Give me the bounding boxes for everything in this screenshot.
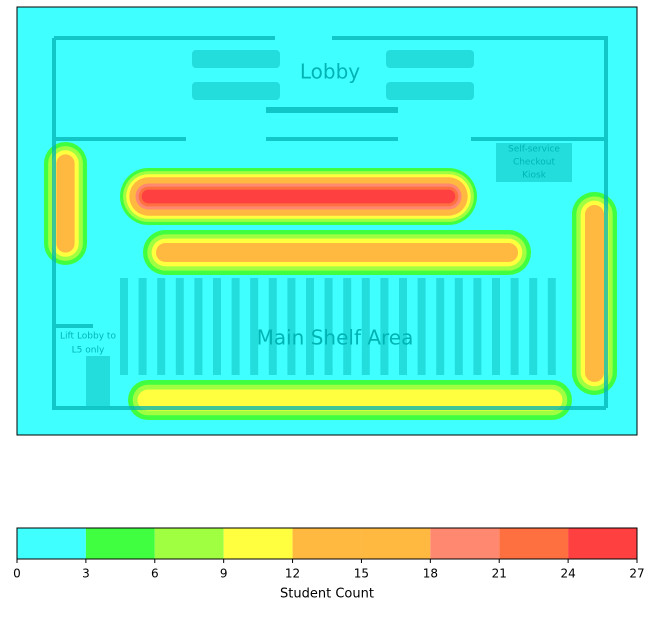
shelf bbox=[287, 278, 296, 375]
colorbar-band bbox=[568, 528, 637, 559]
heat-contour bbox=[56, 154, 75, 253]
shelf bbox=[343, 278, 352, 375]
shelf bbox=[306, 278, 314, 375]
colorbar-band bbox=[499, 528, 569, 559]
colorbar-band bbox=[154, 528, 224, 559]
shelf bbox=[231, 278, 240, 375]
tick-label: 6 bbox=[151, 567, 159, 581]
annotation: Lift Lobby to bbox=[60, 332, 116, 342]
shelf bbox=[324, 278, 333, 375]
tick-label: 3 bbox=[82, 567, 90, 581]
colorbar-frame bbox=[16, 527, 638, 560]
shelf bbox=[492, 278, 500, 375]
shelf bbox=[399, 278, 407, 375]
tick-label: 24 bbox=[560, 567, 575, 581]
annotation: Lobby bbox=[300, 60, 360, 84]
shelf bbox=[361, 278, 370, 375]
heat-contour bbox=[155, 242, 519, 263]
shelf bbox=[473, 278, 482, 375]
tick-label: 12 bbox=[285, 567, 300, 581]
shelf bbox=[454, 278, 463, 375]
colorbar-band bbox=[17, 528, 86, 559]
shelf bbox=[417, 278, 426, 375]
shelf bbox=[213, 278, 221, 375]
shelf bbox=[510, 278, 519, 375]
colorbar-label: Student Count bbox=[280, 587, 374, 602]
heat-contour bbox=[137, 389, 563, 411]
shelf bbox=[268, 278, 277, 375]
shelf bbox=[380, 278, 389, 375]
shelf bbox=[120, 278, 128, 375]
tick-label: 15 bbox=[354, 567, 369, 581]
annotation: Main Shelf Area bbox=[257, 326, 414, 350]
tick-label: 0 bbox=[13, 567, 21, 581]
annotation: Kiosk bbox=[522, 171, 547, 181]
shelf bbox=[250, 278, 259, 375]
tick-label: 18 bbox=[423, 567, 438, 581]
tick-label: 27 bbox=[629, 567, 644, 581]
shelf bbox=[194, 278, 203, 375]
heat-contour bbox=[141, 189, 456, 204]
heat-contour bbox=[584, 204, 605, 383]
colorbar-band bbox=[361, 528, 431, 559]
floor-plan bbox=[52, 36, 608, 410]
shelf bbox=[157, 278, 166, 375]
colorbar-band bbox=[430, 528, 500, 559]
annotation: Self-service bbox=[508, 145, 560, 155]
tick-label: 9 bbox=[220, 567, 228, 581]
colorbar-band bbox=[85, 528, 155, 559]
annotation: L5 only bbox=[72, 346, 105, 356]
colorbar-band bbox=[223, 528, 293, 559]
shelf bbox=[436, 278, 445, 375]
colorbar: 0 3 6 9 12 15 18 21 24 27 bbox=[13, 527, 645, 581]
colorbar-band bbox=[292, 528, 362, 559]
shelf bbox=[175, 278, 184, 375]
shelf bbox=[138, 278, 147, 375]
annotations: Lobby Main Shelf Area Self-service Checkout… bbox=[60, 60, 560, 356]
shelf bbox=[547, 278, 556, 375]
annotation: Checkout bbox=[513, 158, 556, 168]
shelf bbox=[529, 278, 538, 375]
tick-label: 21 bbox=[492, 567, 507, 581]
